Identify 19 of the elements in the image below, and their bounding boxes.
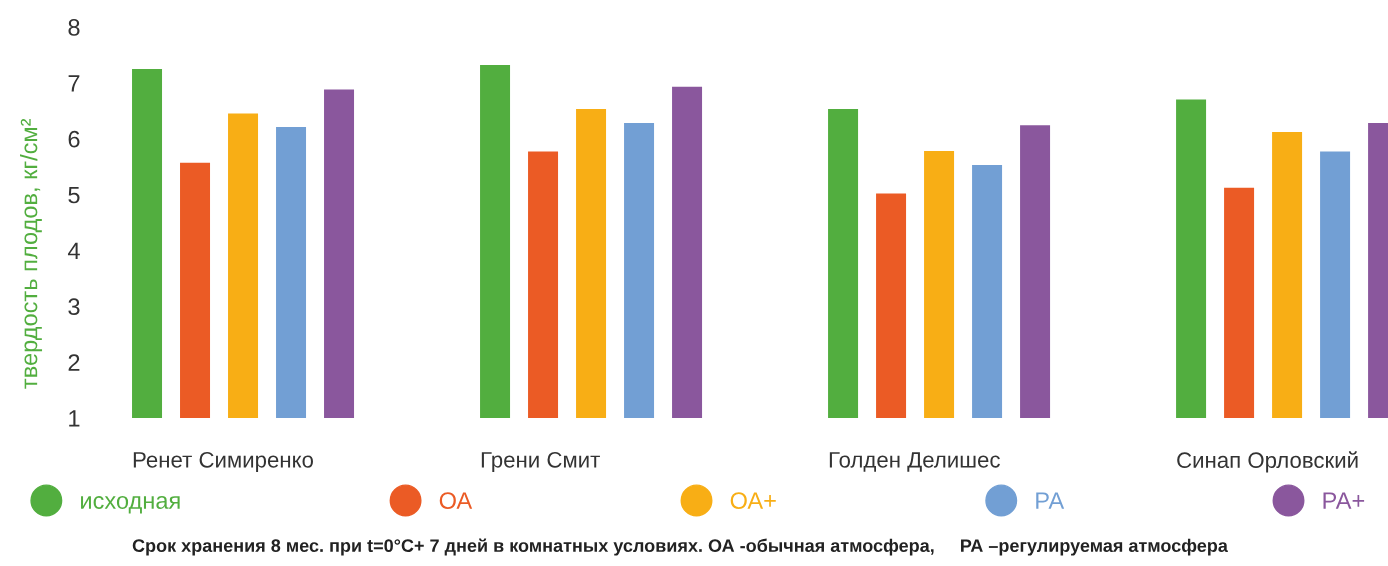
x-tick-label: Грени Смит	[481, 451, 600, 473]
text: Срок хранения 8 мес. при t=0°C+ 7 дней в комнатных условиях. ОА -обычная атмосфера, РА –регулируемая атмосфера	[132, 538, 1228, 556]
y-tick-label: 8	[68, 19, 80, 36]
legend-label: исходная	[81, 496, 180, 514]
legend-label: ОА+	[730, 492, 776, 509]
x-tick-label: Голден Делишес	[829, 452, 1000, 472]
y-tick-label: 1	[69, 410, 80, 427]
y-tick-label: 6	[68, 130, 80, 148]
y-tick-label: 4	[67, 242, 80, 259]
x-tick-label: Синап Орловский	[1177, 451, 1358, 473]
y-tick-label: 3	[68, 298, 80, 316]
y-axis-title: твердость плодов, кг/см²	[20, 118, 43, 389]
y-tick-label: 7	[68, 75, 80, 92]
legend-label: РА+	[1323, 492, 1365, 509]
x-tick-label: Ренет Симиренко	[133, 451, 313, 473]
y-tick-label: 2	[68, 354, 80, 371]
y-tick-label: 5	[68, 186, 80, 204]
legend-label: РА	[1036, 492, 1065, 509]
legend-label: ОА	[439, 492, 473, 509]
